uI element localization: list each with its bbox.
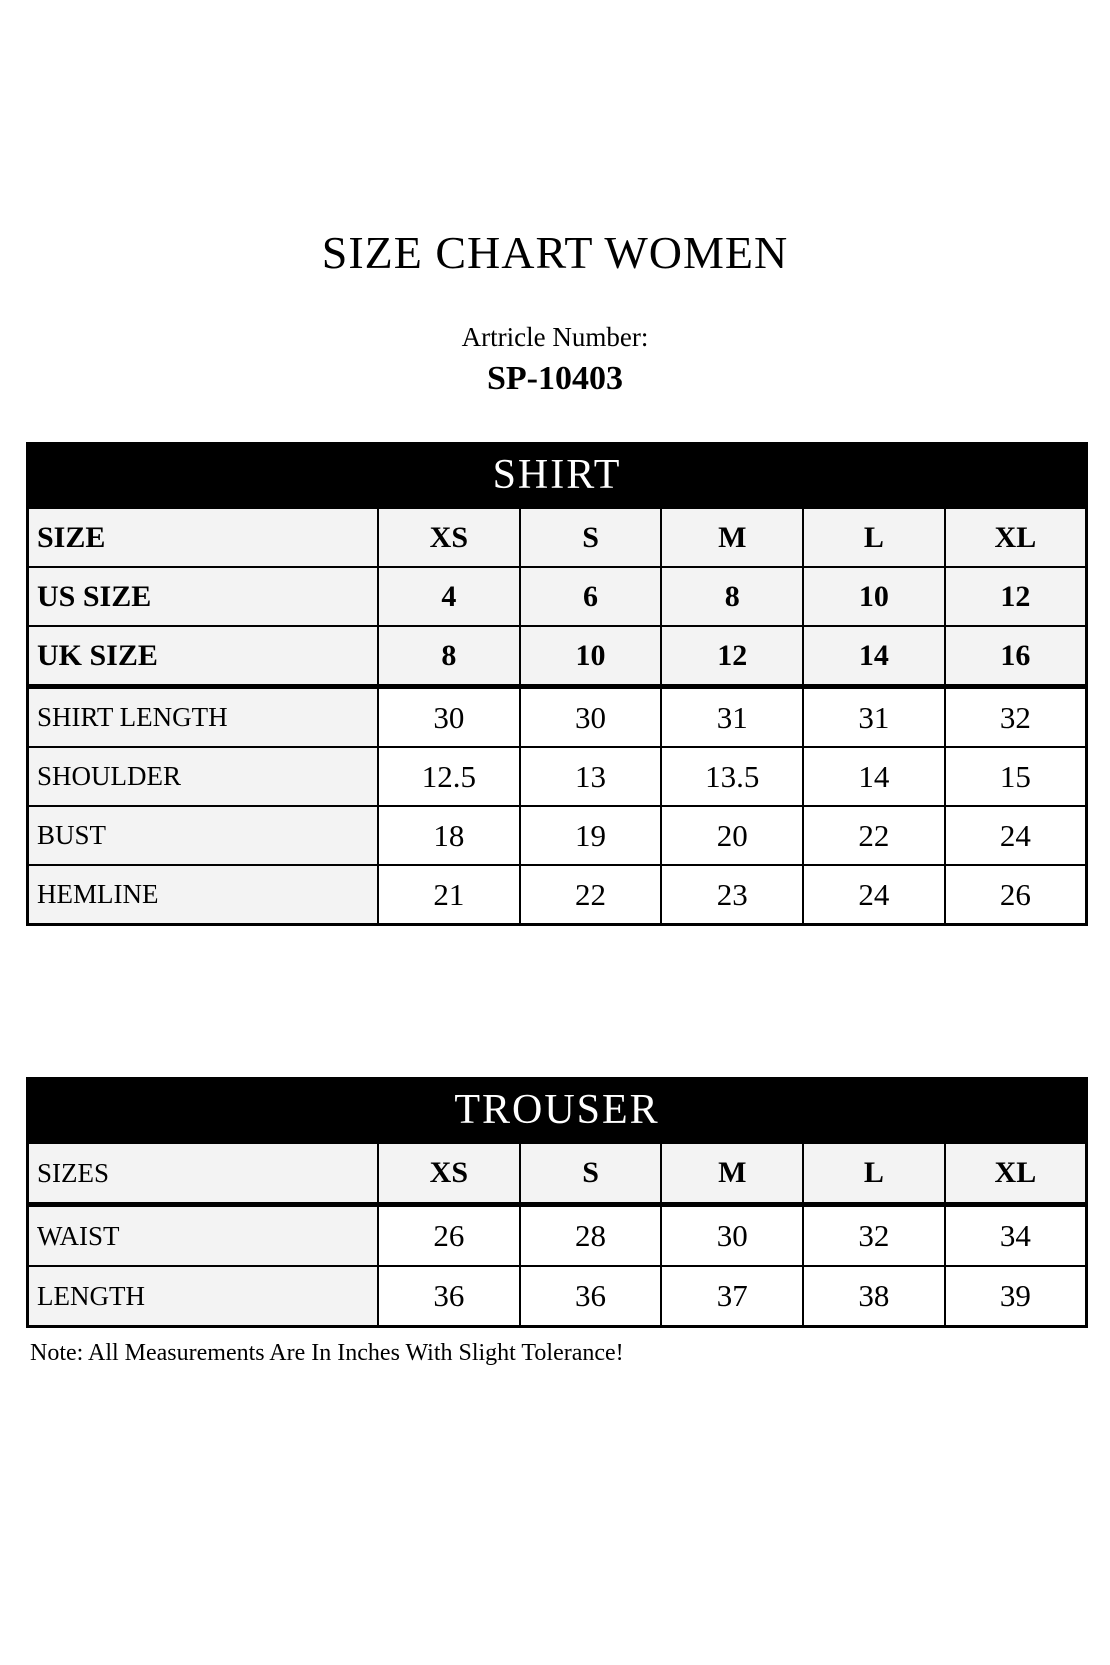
cell-value: 12.5 xyxy=(377,746,521,807)
cell-value: 4 xyxy=(377,566,521,627)
cell-value: 30 xyxy=(660,1203,805,1267)
cell-value: 10 xyxy=(518,625,663,689)
cell-value: 8 xyxy=(377,625,521,689)
table-row: UK SIZE 8 10 12 14 16 xyxy=(26,625,1088,689)
shirt-table-band-row: SHIRT xyxy=(26,442,1088,509)
cell-value: 12 xyxy=(660,625,805,689)
shirt-table-body: SIZE XS S M L XL US SIZE 4 6 8 10 12 UK SIZE 8 10 12 14 1… xyxy=(26,506,1088,926)
measurement-note: Note: All Measurements Are In Inches Wit… xyxy=(30,1340,624,1366)
table-row: SHOULDER 12.5 13 13.5 14 15 xyxy=(26,746,1088,807)
cell-value: XS xyxy=(377,1141,521,1207)
trouser-size-table: TROUSER SIZES XS S M L XL WAIST 26 28 30 32 34 LENGT… xyxy=(26,1077,1088,1328)
cell-value: 22 xyxy=(518,864,663,926)
row-label: US SIZE xyxy=(26,566,380,627)
cell-value: 37 xyxy=(660,1265,805,1328)
article-number-label: Artricle Number: xyxy=(461,322,649,352)
table-row: WAIST 26 28 30 32 34 xyxy=(26,1203,1088,1267)
article-number-value: SP-10403 xyxy=(487,360,623,397)
cell-value: 36 xyxy=(518,1265,663,1328)
row-label: SIZE xyxy=(26,506,380,568)
table-row: LENGTH 36 36 37 38 39 xyxy=(26,1265,1088,1328)
page-title: SIZE CHART WOMEN xyxy=(321,227,789,278)
cell-value: L xyxy=(802,506,946,568)
cell-value: XL xyxy=(943,506,1088,568)
cell-value: 38 xyxy=(802,1265,946,1328)
table-row: US SIZE 4 6 8 10 12 xyxy=(26,566,1088,627)
row-label: SIZES xyxy=(26,1141,380,1207)
cell-value: 31 xyxy=(802,685,946,748)
table-row: SIZE XS S M L XL xyxy=(26,506,1088,568)
cell-value: L xyxy=(802,1141,946,1207)
row-label: WAIST xyxy=(26,1203,380,1267)
cell-value: 6 xyxy=(518,566,663,627)
cell-value: 28 xyxy=(518,1203,663,1267)
cell-value: 24 xyxy=(802,864,946,926)
cell-value: 19 xyxy=(518,805,663,866)
cell-value: 32 xyxy=(802,1203,946,1267)
row-label: SHOULDER xyxy=(26,746,380,807)
trouser-table-body: SIZES XS S M L XL WAIST 26 28 30 32 34 LENGTH 36 36 37 3… xyxy=(26,1141,1088,1328)
cell-value: 18 xyxy=(377,805,521,866)
cell-value: 24 xyxy=(943,805,1088,866)
cell-value: 39 xyxy=(943,1265,1088,1328)
table-row: SHIRT LENGTH 30 30 31 31 32 xyxy=(26,685,1088,748)
cell-value: 16 xyxy=(943,625,1088,689)
cell-value: S xyxy=(518,506,663,568)
cell-value: 26 xyxy=(377,1203,521,1267)
cell-value: 14 xyxy=(802,625,946,689)
row-label: HEMLINE xyxy=(26,864,380,926)
cell-value: 23 xyxy=(660,864,805,926)
trouser-table-title: TROUSER xyxy=(26,1077,1088,1144)
cell-value: 36 xyxy=(377,1265,521,1328)
table-row: BUST 18 19 20 22 24 xyxy=(26,805,1088,866)
shirt-table-title: SHIRT xyxy=(26,442,1088,509)
cell-value: M xyxy=(660,506,805,568)
row-label: UK SIZE xyxy=(26,625,380,689)
table-row: SIZES XS S M L XL xyxy=(26,1141,1088,1207)
cell-value: 15 xyxy=(943,746,1088,807)
cell-value: 14 xyxy=(802,746,946,807)
cell-value: 22 xyxy=(802,805,946,866)
cell-value: 30 xyxy=(518,685,663,748)
cell-value: 8 xyxy=(660,566,805,627)
cell-value: 34 xyxy=(943,1203,1088,1267)
cell-value: S xyxy=(518,1141,663,1207)
cell-value: 13 xyxy=(518,746,663,807)
cell-value: M xyxy=(660,1141,805,1207)
cell-value: 30 xyxy=(377,685,521,748)
cell-value: 21 xyxy=(377,864,521,926)
cell-value: 12 xyxy=(943,566,1088,627)
cell-value: 10 xyxy=(802,566,946,627)
cell-value: 13.5 xyxy=(660,746,805,807)
cell-value: XS xyxy=(377,506,521,568)
trouser-table-band-row: TROUSER xyxy=(26,1077,1088,1144)
cell-value: 31 xyxy=(660,685,805,748)
shirt-size-table: SHIRT SIZE XS S M L XL US SIZE 4 6 8 10 12 UK SIZE 8 1… xyxy=(26,442,1088,926)
row-label: SHIRT LENGTH xyxy=(26,685,380,748)
row-label: BUST xyxy=(26,805,380,866)
cell-value: XL xyxy=(943,1141,1088,1207)
row-label: LENGTH xyxy=(26,1265,380,1328)
cell-value: 20 xyxy=(660,805,805,866)
cell-value: 32 xyxy=(943,685,1088,748)
table-row: HEMLINE 21 22 23 24 26 xyxy=(26,864,1088,926)
cell-value: 26 xyxy=(943,864,1088,926)
